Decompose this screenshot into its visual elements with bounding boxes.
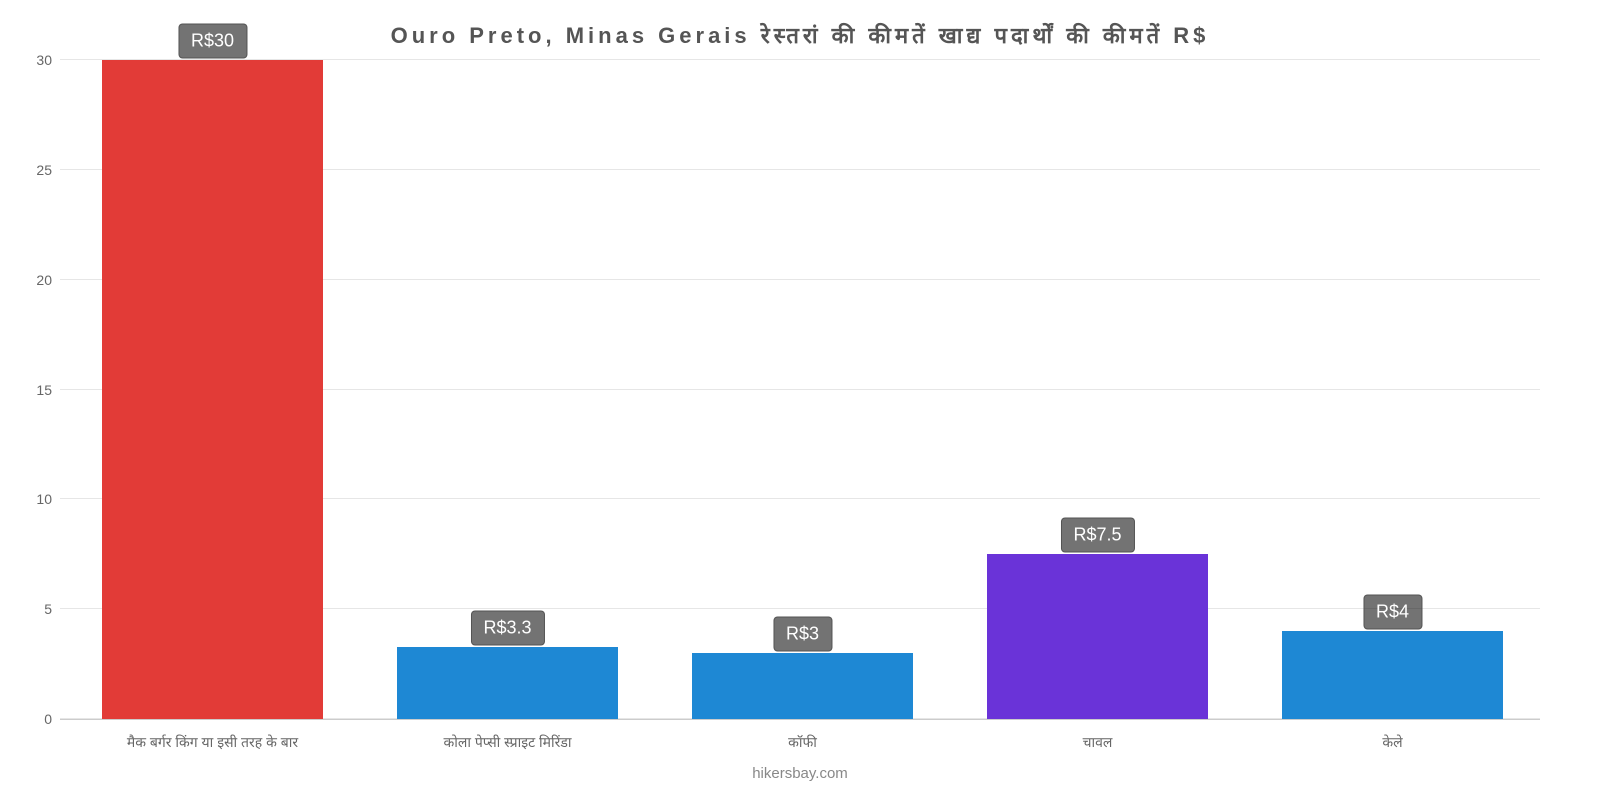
bar [102,60,323,719]
x-label: चावल [950,733,1245,752]
plot-area: 051015202530 R$30R$3.3R$3R$7.5R$4 [60,60,1540,720]
y-tick: 5 [44,601,52,617]
bars-area: R$30 R$3.3 R$3 R$7.5 R$4 [65,60,1540,719]
bar-value-label: R$4 [1363,595,1422,630]
bar-value-label: R$3.3 [470,610,544,645]
x-label: कोला पेप्सी स्प्राइट मिरिंडा [360,733,655,752]
bar-value-label: R$30 [178,24,247,59]
x-labels: मैक बर्गर किंग या इसी तरह के बारकोला पेप… [65,733,1540,752]
y-tick: 25 [36,162,52,178]
bar [1282,631,1503,719]
bar [692,653,913,719]
bar [397,647,618,719]
bar-group: R$3 [655,60,950,719]
y-tick: 15 [36,382,52,398]
x-label: केले [1245,733,1540,752]
bar-value-label: R$3 [773,617,832,652]
x-label: कॉफी [655,733,950,752]
x-label: मैक बर्गर किंग या इसी तरह के बार [65,733,360,752]
bar-group: R$30 [65,60,360,719]
bar [987,554,1208,719]
bar-group: R$3.3 [360,60,655,719]
y-tick: 20 [36,272,52,288]
bar-value-label: R$7.5 [1060,518,1134,553]
y-tick: 10 [36,491,52,507]
chart-container: Ouro Preto, Minas Gerais रेस्तरां की कीम… [0,0,1600,800]
bar-group: R$7.5 [950,60,1245,719]
footer-text: hikersbay.com [0,765,1600,782]
y-tick: 30 [36,52,52,68]
bar-group: R$4 [1245,60,1540,719]
chart-title: Ouro Preto, Minas Gerais रेस्तरां की कीम… [60,20,1540,50]
y-tick: 0 [44,711,52,727]
y-axis: 051015202530 [20,60,60,719]
